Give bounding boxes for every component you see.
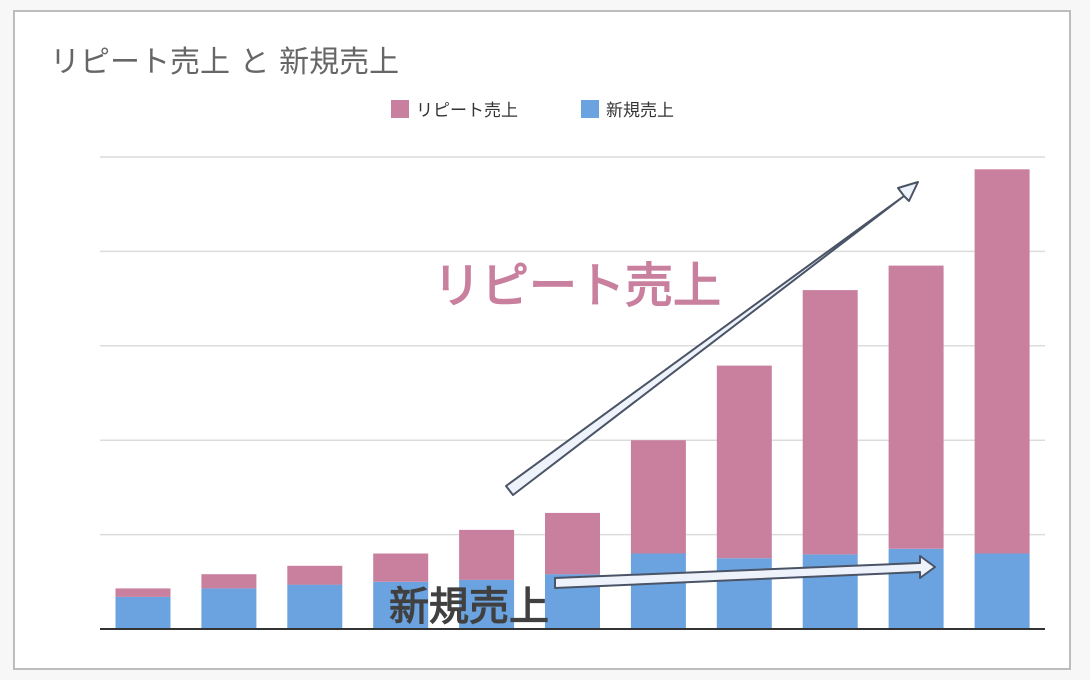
bar-repeat-sales [287,565,343,585]
legend-swatch-repeat [391,100,409,118]
bar-repeat-sales [802,290,858,555]
bar-repeat-sales [545,512,600,575]
new-growth-arrow-icon [554,555,936,589]
legend-label-repeat: リピート売上 [416,101,518,121]
stacked-bar-chart: リピート売上 と 新規売上 リピート売上 新規売上 リピート売上 新規売上 [50,45,1045,630]
legend: リピート売上 新規売上 [391,100,674,121]
bar-repeat-sales [115,588,171,597]
bar-repeat-sales [716,365,772,559]
bar-repeat-sales [630,440,686,554]
bar-repeat-sales [888,265,944,549]
bar-new-sales [287,584,343,629]
bar-new-sales [630,553,686,629]
bar-new-sales [974,553,1030,629]
bar-new-sales [459,579,515,629]
annotation-new-sales: 新規売上 [389,584,549,630]
bar-new-sales [115,596,171,629]
repeat-growth-arrow-icon [505,181,919,496]
bar-repeat-sales [459,529,515,580]
legend-swatch-new [581,100,599,118]
bar-new-sales [201,588,257,629]
annotation-arrows [505,181,936,589]
chart-frame: リピート売上 と 新規売上 リピート売上 新規売上 リピート売上 新規売上 [13,10,1071,670]
bars [115,169,1030,629]
annotation-repeat-sales: リピート売上 [433,258,721,314]
bar-new-sales [888,548,944,629]
legend-label-new: 新規売上 [606,101,674,121]
bar-repeat-sales [201,574,257,589]
bar-repeat-sales [373,553,429,582]
bar-new-sales [373,581,429,629]
chart-title: リピート売上 と 新規売上 [50,45,399,80]
bar-repeat-sales [974,169,1030,554]
